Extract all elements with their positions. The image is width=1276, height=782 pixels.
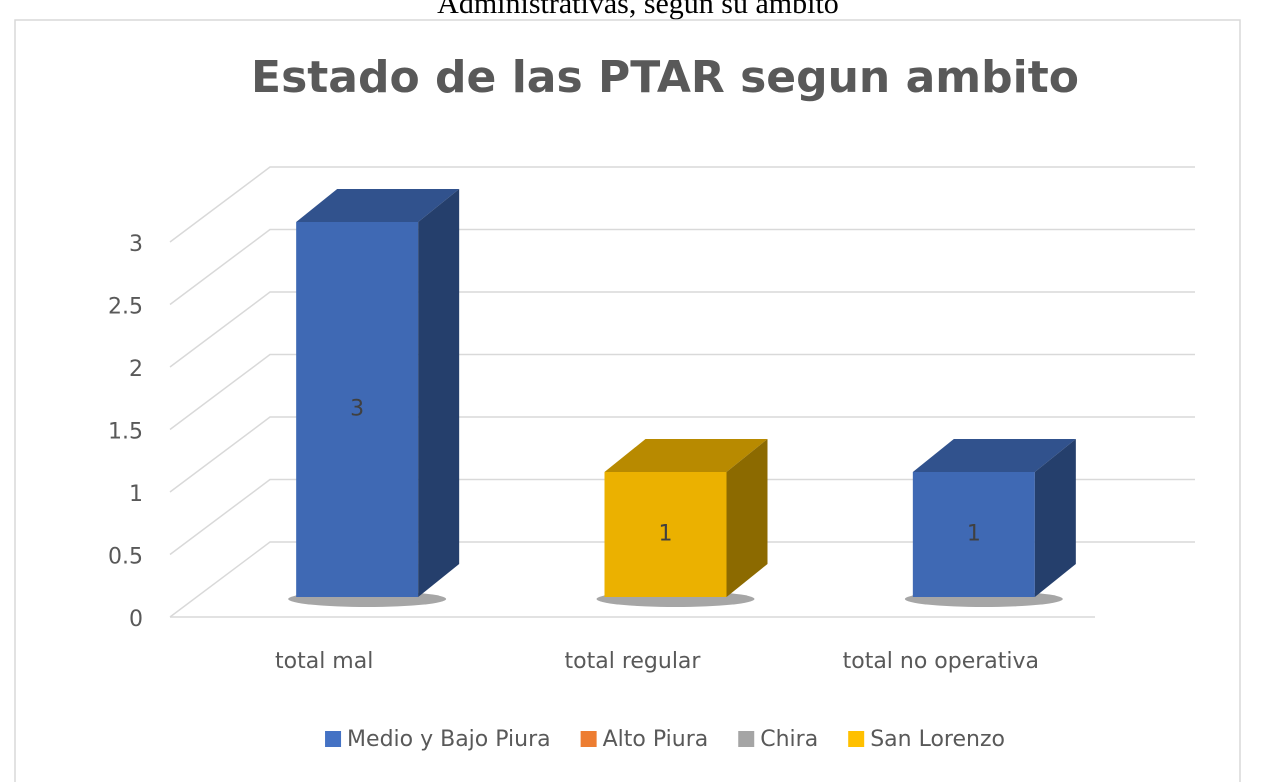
bar-top [296, 189, 460, 222]
grid-line [169, 166, 1195, 243]
bar-front [604, 472, 727, 597]
bar [288, 189, 460, 607]
bar [596, 439, 768, 607]
x-tick-label: total regular [565, 649, 702, 674]
y-tick-label: 2 [129, 357, 143, 382]
y-tick-label: 0.5 [108, 545, 143, 570]
y-tick-label: 2.5 [108, 295, 143, 320]
data-label: 3 [350, 397, 364, 422]
grid-line [169, 478, 1195, 556]
grid-line [169, 353, 1195, 431]
chart-title: Estado de las PTAR segun ambito [251, 52, 1079, 103]
legend-swatch [848, 731, 865, 747]
bar-side [1034, 439, 1076, 597]
chart-border [14, 19, 1241, 782]
grid-line [169, 228, 1195, 306]
bar-front [296, 222, 419, 597]
legend-label: Alto Piura [603, 727, 709, 752]
y-tick-label: 1 [129, 482, 143, 507]
legend-label: Medio y Bajo Piura [347, 727, 551, 752]
grid-line [169, 541, 1195, 618]
y-tick-label: 0 [129, 607, 143, 632]
x-tick-label: total mal [275, 649, 373, 674]
bar-top [912, 439, 1076, 472]
legend-label: Chira [760, 727, 818, 752]
bar-side [726, 439, 768, 597]
data-label: 1 [967, 522, 981, 547]
y-tick-label: 1.5 [108, 420, 143, 445]
data-label: 1 [659, 522, 673, 547]
grid-line [169, 416, 1195, 493]
legend-swatch [325, 731, 342, 747]
bar-front [912, 472, 1035, 597]
legend: Medio y Bajo Piura Alto Piura Chira San Lor… [325, 727, 1005, 752]
grid-line [169, 291, 1195, 368]
legend-label: San Lorenzo [870, 727, 1005, 752]
bar [904, 439, 1076, 607]
bar-side [418, 189, 460, 597]
caption: Administrativas, según su ámbito [437, 0, 839, 20]
x-tick-label: total no operativa [843, 649, 1039, 674]
bar-top [604, 439, 768, 472]
y-tick-label: 3 [129, 232, 143, 257]
legend-swatch [580, 731, 597, 747]
legend-swatch [738, 731, 755, 747]
